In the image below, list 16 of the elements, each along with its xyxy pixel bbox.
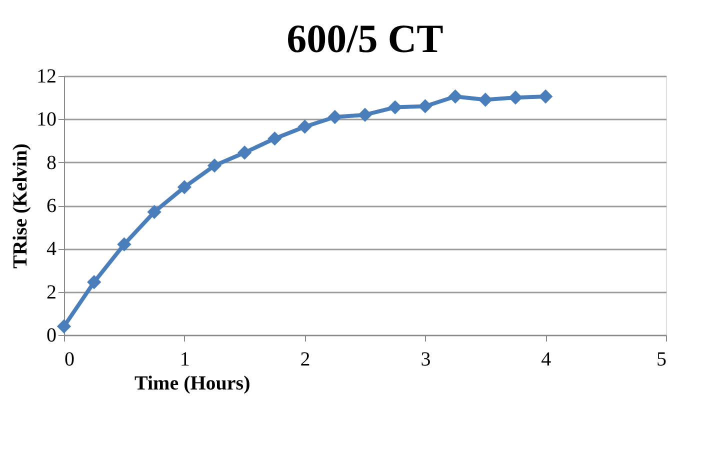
y-tick-label: 10: [36, 108, 56, 131]
x-tick-label: 2: [300, 348, 310, 370]
x-tick-label: 1: [180, 348, 190, 370]
x-axis-title: Time (Hours): [134, 372, 250, 394]
y-tick-label: 2: [46, 281, 56, 304]
y-tick-label: 8: [46, 152, 56, 174]
y-tick-label: 0: [46, 324, 56, 346]
chart-title: 600/5 CT: [286, 16, 444, 61]
y-tick-label: 4: [46, 238, 56, 260]
x-tick-label: 5: [656, 348, 666, 370]
x-tick-label: 3: [420, 348, 431, 370]
x-tick-label: 0: [64, 348, 74, 370]
y-tick-label: 12: [36, 66, 56, 88]
y-tick-label: 6: [46, 195, 56, 217]
x-tick-label: 4: [541, 348, 552, 370]
y-axis-title: TRise (Kelvin): [10, 144, 32, 268]
